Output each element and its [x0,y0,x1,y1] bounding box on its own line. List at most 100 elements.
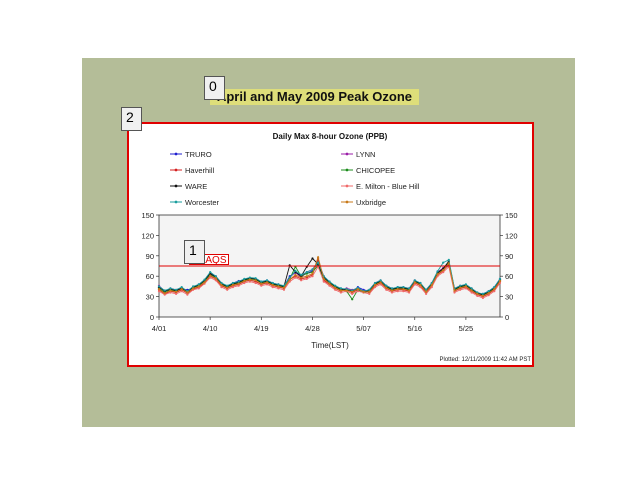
data-point [402,288,405,291]
data-point [254,279,257,282]
data-point [459,286,462,289]
data-point [282,286,286,289]
data-point [436,273,439,276]
data-point [282,288,286,291]
data-point [390,287,394,290]
data-point [209,271,212,274]
data-point [328,282,331,285]
y-tick-label-left: 0 [150,313,154,322]
data-point [470,291,473,294]
data-point [453,289,456,292]
data-point [464,285,467,288]
data-point [175,292,178,295]
x-tick-label: 4/10 [203,324,218,333]
data-point [390,289,394,292]
data-point [425,292,428,295]
data-point [226,286,229,289]
data-point [368,290,371,293]
data-point [351,298,354,301]
data-point [373,281,377,285]
data-point [470,289,473,292]
data-point [300,279,303,282]
y-tick-label-right: 120 [505,231,518,240]
data-point [157,290,161,293]
legend-label: E. Milton - Blue Hill [356,182,420,191]
data-point [481,294,484,297]
data-point [396,288,399,291]
data-point [175,288,178,291]
data-point [351,290,354,293]
data-point [459,288,462,291]
data-point [180,290,183,293]
data-point [419,283,422,287]
data-point [447,262,450,265]
data-point [260,282,263,285]
data-point [265,281,269,284]
y-tick-label-right: 150 [505,211,518,220]
data-point [288,278,291,281]
data-point [476,294,479,297]
data-point [385,284,388,287]
data-point [317,256,320,259]
legend-marker [174,200,178,204]
data-point [408,289,411,292]
data-point [447,258,450,261]
data-point [305,271,308,274]
data-point [186,293,189,296]
data-point [339,289,342,292]
marker-1: 1 [184,240,205,264]
legend-label: WARE [185,182,207,191]
marker-0: 0 [204,76,225,100]
data-point [180,288,183,291]
data-point [265,283,269,286]
data-point [362,290,365,293]
data-point [419,281,422,285]
data-point [305,275,308,278]
legend-label: LYNN [356,150,375,159]
data-point [390,291,394,294]
data-point [379,279,382,282]
data-point [243,277,246,280]
data-point [254,281,257,285]
y-tick-label-right: 30 [505,293,513,302]
x-tick-label: 5/25 [459,324,474,333]
data-point [334,288,337,291]
y-tick-label-left: 30 [146,293,154,302]
data-point [356,290,359,293]
data-point [476,292,479,295]
data-point [402,286,405,289]
data-point [498,279,502,283]
data-point [248,278,251,281]
legend-label: CHICOPEE [356,166,395,175]
data-point [373,283,377,287]
data-point [385,288,388,291]
y-tick-label-right: 90 [505,252,513,261]
data-point [220,281,223,285]
data-point [248,280,251,283]
data-point [498,277,502,280]
chart-title: Daily Max 8-hour Ozone (PPB) [273,132,388,141]
data-point [157,288,161,291]
data-point [214,279,217,282]
marker-2: 2 [121,107,142,131]
legend-marker [345,200,349,204]
data-point [305,277,308,280]
data-point [163,289,166,292]
data-point [175,290,178,293]
data-point [379,283,382,286]
data-point [294,273,297,276]
data-point [311,257,314,260]
data-point [425,288,428,291]
data-point [192,285,195,288]
y-tick-label-left: 60 [146,272,154,281]
data-point [487,290,490,293]
y-tick-label-left: 90 [146,252,154,261]
data-point [209,274,212,277]
data-point [356,288,359,291]
legend-marker [174,184,178,188]
data-point [345,289,348,292]
data-point [226,288,229,291]
data-point [430,286,433,289]
data-point [311,268,314,271]
